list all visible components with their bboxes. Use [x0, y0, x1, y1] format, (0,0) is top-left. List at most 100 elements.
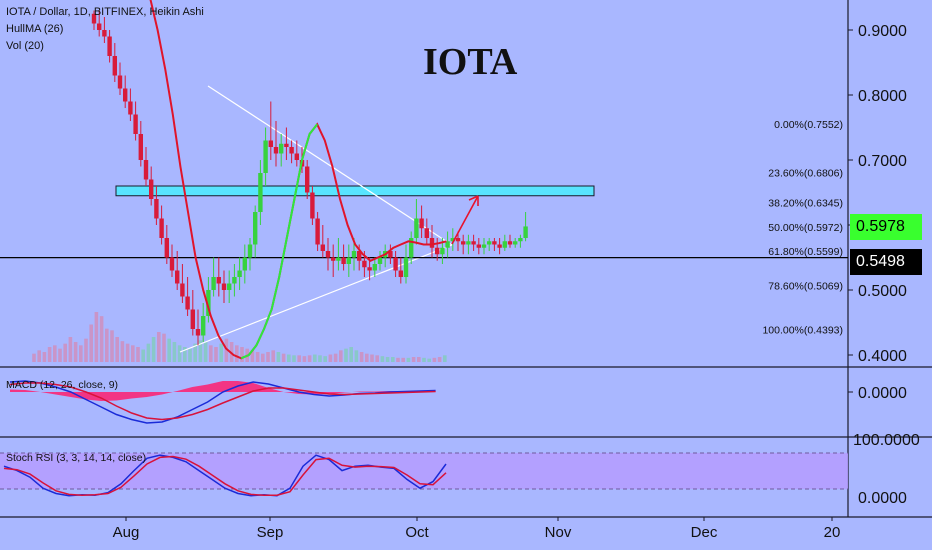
price-tick-label: 0.8000: [858, 88, 907, 105]
time-tick-label: Nov: [545, 524, 572, 541]
candle-body: [435, 247, 440, 255]
volume-bar: [370, 354, 374, 362]
candle-body: [445, 241, 450, 248]
candle-body: [169, 257, 175, 271]
candle-body: [487, 241, 492, 245]
candle-body: [331, 257, 336, 261]
volume-bar: [99, 316, 104, 362]
candle-body: [273, 147, 279, 154]
candle-body: [429, 238, 435, 248]
candle-body: [305, 166, 310, 193]
fib-level-label: 50.00%(0.5972): [768, 222, 843, 234]
candle-body: [419, 218, 424, 229]
stoch-d-line: [3, 455, 447, 496]
volume-bar: [32, 353, 36, 362]
candle-body: [310, 192, 315, 219]
volume-bar: [349, 347, 353, 362]
candle-body: [159, 218, 164, 238]
candle-body: [315, 218, 320, 245]
volume-bar: [328, 354, 333, 362]
candle-body: [497, 244, 502, 248]
candle-body: [398, 270, 403, 277]
volume-bar: [125, 343, 130, 362]
volume-bar: [141, 349, 145, 362]
candle-body: [325, 251, 331, 258]
candle-body: [450, 238, 455, 242]
candle-body: [294, 153, 299, 160]
candle-body: [388, 251, 393, 258]
candle-body: [320, 244, 325, 251]
candle-body: [466, 241, 471, 245]
volume-bar: [432, 357, 437, 362]
candle-body: [336, 257, 341, 261]
candle-body: [440, 247, 445, 255]
volume-bar: [193, 343, 197, 362]
volume-bar: [167, 338, 171, 362]
time-tick-label: Oct: [405, 524, 429, 541]
candle-body: [409, 238, 414, 258]
candle-body: [377, 257, 383, 264]
macd-label: MACD (12, 26, close, 9): [6, 379, 119, 391]
candle-body: [123, 88, 128, 102]
volume-bar: [94, 312, 99, 362]
candle-body: [346, 257, 351, 264]
candle-body: [195, 329, 201, 336]
candle-body: [258, 173, 263, 212]
fib-level-label: 100.00%(0.4393): [762, 324, 843, 336]
stoch-tick-label: 0.0000: [858, 490, 907, 507]
volume-bar: [183, 347, 187, 362]
candle-body: [289, 147, 294, 154]
candle-body: [149, 179, 154, 199]
candle-body: [263, 140, 268, 173]
volume-bar: [37, 350, 41, 362]
volume-bar: [146, 343, 151, 362]
stoch-band: [0, 453, 848, 489]
volume-bar: [406, 357, 411, 362]
candle-body: [372, 264, 377, 271]
candle-body: [221, 283, 227, 290]
fib-level-label: 61.80%(0.5599): [768, 246, 843, 258]
volume-bar: [261, 353, 265, 362]
candle-body: [492, 241, 497, 245]
volume-bar: [47, 347, 52, 362]
candle-body: [201, 316, 206, 336]
volume-legend: Vol (20): [6, 40, 44, 52]
candle-body: [341, 257, 346, 264]
volume-bar: [68, 337, 73, 362]
candle-body: [481, 244, 487, 248]
stoch-tick-label: 100.0000: [853, 432, 920, 449]
candle-body: [351, 251, 357, 258]
volume-bar: [240, 347, 244, 362]
volume-bar: [120, 341, 125, 362]
resistance-zone: [115, 185, 595, 197]
volume-bar: [255, 352, 260, 362]
volume-bar: [443, 355, 447, 362]
candle-body: [128, 101, 133, 115]
candle-body: [185, 296, 190, 310]
volume-bar: [53, 345, 57, 362]
volume-bar: [271, 350, 275, 362]
volume-bar: [385, 357, 390, 362]
current-price-tag: 0.5978: [850, 214, 922, 240]
volume-bar: [437, 357, 442, 362]
volume-bar: [401, 357, 405, 362]
volume-bar: [73, 342, 78, 362]
price-tick-label: 0.4000: [858, 348, 907, 365]
time-tick-label: 20: [824, 524, 841, 541]
volume-bar: [131, 345, 135, 362]
candle-body: [424, 228, 429, 238]
volume-bar: [115, 337, 119, 362]
volume-bar: [209, 345, 213, 362]
stoch-rsi-label: Stoch RSI (3, 3, 14, 14, close): [6, 452, 147, 464]
symbol-legend: IOTA / Dollar, 1D, BITFINEX, Heikin Ashi: [6, 6, 204, 18]
candle-body: [357, 251, 362, 261]
hull-ma-legend: HullMA (26): [6, 23, 64, 35]
volume-bar: [224, 338, 229, 362]
candle-body: [175, 270, 180, 284]
candle-body: [253, 212, 258, 245]
macd-tick-label: 0.0000: [858, 385, 907, 402]
volume-bar: [151, 337, 156, 362]
candle-body: [403, 257, 409, 277]
volume-bar: [281, 353, 286, 362]
